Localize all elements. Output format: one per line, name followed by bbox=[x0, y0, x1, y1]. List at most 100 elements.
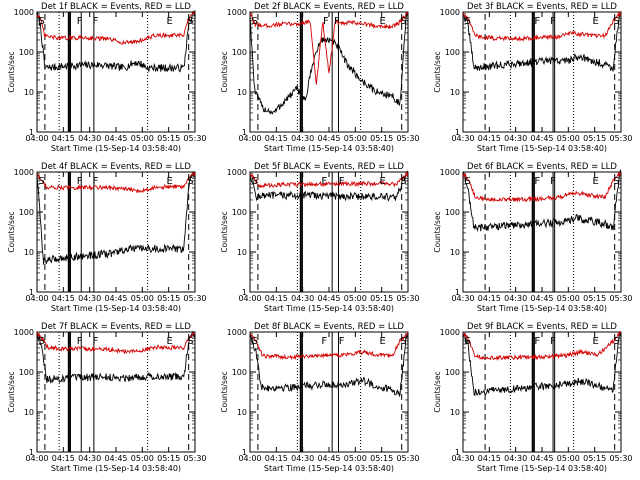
x-tick-label: 05:15 bbox=[370, 454, 393, 463]
x-tick-label: 04:30 bbox=[504, 134, 527, 143]
x-tick-label: 05:15 bbox=[370, 134, 393, 143]
x-axis-label: Start Time (15-Sep-14 03:58:40) bbox=[51, 144, 181, 153]
interval-marker-label: F bbox=[77, 16, 83, 27]
x-tick-label: 05:30 bbox=[396, 294, 419, 303]
y-tick-label: 1000 bbox=[440, 328, 460, 337]
interval-marker-label: S bbox=[465, 16, 471, 27]
lld-series-line bbox=[249, 171, 409, 189]
interval-marker-label: F bbox=[550, 16, 556, 27]
x-tick-label: 05:15 bbox=[370, 294, 393, 303]
interval-marker-label: F bbox=[321, 336, 327, 347]
y-tick-label: 100 bbox=[445, 208, 460, 217]
y-tick-label: 100 bbox=[19, 48, 34, 57]
plot-frame bbox=[249, 171, 409, 293]
x-tick-label: 05:00 bbox=[557, 454, 580, 463]
y-tick-label: 1 bbox=[29, 448, 34, 457]
x-tick-label: 05:30 bbox=[183, 294, 206, 303]
interval-marker-label: S bbox=[400, 336, 406, 347]
interval-marker-label: F bbox=[323, 16, 329, 27]
interval-marker-label: S bbox=[613, 336, 619, 347]
y-tick-label: 10 bbox=[24, 248, 34, 257]
interval-marker-label: F bbox=[534, 176, 540, 187]
y-tick-label: 1 bbox=[455, 288, 460, 297]
y-tick-label: 100 bbox=[445, 48, 460, 57]
plot-frame bbox=[249, 331, 409, 453]
x-tick-label: 04:45 bbox=[530, 134, 553, 143]
x-tick-label: 04:00 bbox=[238, 454, 261, 463]
x-axis-label: Start Time (15-Sep-14 03:58:40) bbox=[264, 144, 394, 153]
events-series-line bbox=[36, 10, 196, 73]
x-tick-label: 04:45 bbox=[530, 454, 553, 463]
y-tick-label: 10 bbox=[237, 248, 247, 257]
events-series-line bbox=[36, 171, 196, 265]
interval-marker-label: S bbox=[613, 176, 619, 187]
y-tick-label: 1 bbox=[242, 128, 247, 137]
interval-marker-label: S bbox=[39, 176, 45, 187]
x-tick-label: 05:30 bbox=[396, 454, 419, 463]
interval-marker-label: E bbox=[593, 176, 599, 187]
lld-series-line bbox=[249, 12, 409, 85]
interval-marker-label: F bbox=[550, 176, 556, 187]
interval-marker-label: S bbox=[613, 16, 619, 27]
y-tick-label: 10 bbox=[24, 408, 34, 417]
x-tick-label: 04:30 bbox=[291, 454, 314, 463]
events-series-line bbox=[462, 331, 622, 396]
x-tick-label: 05:00 bbox=[131, 454, 154, 463]
x-tick-label: 04:45 bbox=[104, 454, 127, 463]
lld-series-line bbox=[462, 10, 622, 42]
x-tick-label: 05:30 bbox=[609, 294, 632, 303]
interval-marker-label: F bbox=[550, 336, 556, 347]
panel-title: Det 6f BLACK = Events, RED = LLD bbox=[467, 162, 617, 172]
events-series-line bbox=[249, 333, 409, 398]
interval-marker-label: F bbox=[339, 336, 345, 347]
panel-7: Det 7f BLACK = Events, RED = LLD 1 10 100 10… bbox=[7, 322, 207, 473]
x-tick-label: 05:15 bbox=[583, 294, 606, 303]
lld-series-line bbox=[36, 171, 196, 194]
x-tick-label: 04:30 bbox=[451, 294, 474, 303]
x-tick-label: 04:30 bbox=[451, 454, 474, 463]
x-tick-label: 04:15 bbox=[478, 134, 501, 143]
y-axis-label: Counts/sec bbox=[220, 211, 229, 252]
y-axis-label: Counts/sec bbox=[433, 371, 442, 412]
y-tick-label: 10 bbox=[237, 408, 247, 417]
plot-frame bbox=[36, 11, 196, 133]
panel-4: Det 4f BLACK = Events, RED = LLD 1 10 100 10… bbox=[7, 162, 207, 313]
interval-marker-label: S bbox=[400, 176, 406, 187]
interval-marker-label: F bbox=[339, 176, 345, 187]
y-tick-label: 100 bbox=[19, 208, 34, 217]
interval-marker-label: F bbox=[77, 176, 83, 187]
x-tick-label: 05:30 bbox=[183, 134, 206, 143]
interval-marker-label: E bbox=[593, 16, 599, 27]
x-tick-label: 05:15 bbox=[157, 134, 180, 143]
x-axis-label: Start Time (15-Sep-14 03:58:40) bbox=[51, 304, 181, 313]
interval-marker-label: F bbox=[93, 176, 99, 187]
x-tick-label: 05:15 bbox=[157, 294, 180, 303]
x-tick-label: 04:15 bbox=[52, 294, 75, 303]
x-tick-label: 04:45 bbox=[104, 294, 127, 303]
y-tick-label: 10 bbox=[24, 88, 34, 97]
lld-series-line bbox=[36, 10, 196, 45]
x-tick-label: 04:30 bbox=[78, 454, 101, 463]
x-tick-label: 04:45 bbox=[317, 134, 340, 143]
x-tick-label: 04:00 bbox=[25, 454, 48, 463]
y-axis-label: Counts/sec bbox=[220, 51, 229, 92]
y-tick-label: 100 bbox=[445, 368, 460, 377]
x-axis-label: Start Time (15-Sep-14 03:58:40) bbox=[477, 464, 607, 473]
x-tick-label: 04:15 bbox=[52, 454, 75, 463]
x-tick-label: 04:00 bbox=[25, 134, 48, 143]
interval-marker-label: F bbox=[77, 336, 83, 347]
y-axis-label: Counts/sec bbox=[7, 51, 16, 92]
interval-marker-label: E bbox=[167, 16, 173, 27]
panel-8: Det 8f BLACK = Events, RED = LLD 1 10 100 10… bbox=[220, 322, 420, 473]
x-tick-label: 05:15 bbox=[583, 454, 606, 463]
y-tick-label: 1000 bbox=[227, 328, 247, 337]
panel-9: Det 9f BLACK = Events, RED = LLD 1 10 100 10… bbox=[433, 322, 633, 473]
x-tick-label: 04:30 bbox=[291, 134, 314, 143]
y-tick-label: 100 bbox=[232, 48, 247, 57]
panel-6: Det 6f BLACK = Events, RED = LLD 1 10 100 10… bbox=[433, 162, 633, 313]
y-tick-label: 10 bbox=[450, 88, 460, 97]
panel-5: Det 5f BLACK = Events, RED = LLD 1 10 100 10… bbox=[220, 162, 420, 313]
y-axis-label: Counts/sec bbox=[7, 211, 16, 252]
interval-marker-label: S bbox=[252, 336, 258, 347]
